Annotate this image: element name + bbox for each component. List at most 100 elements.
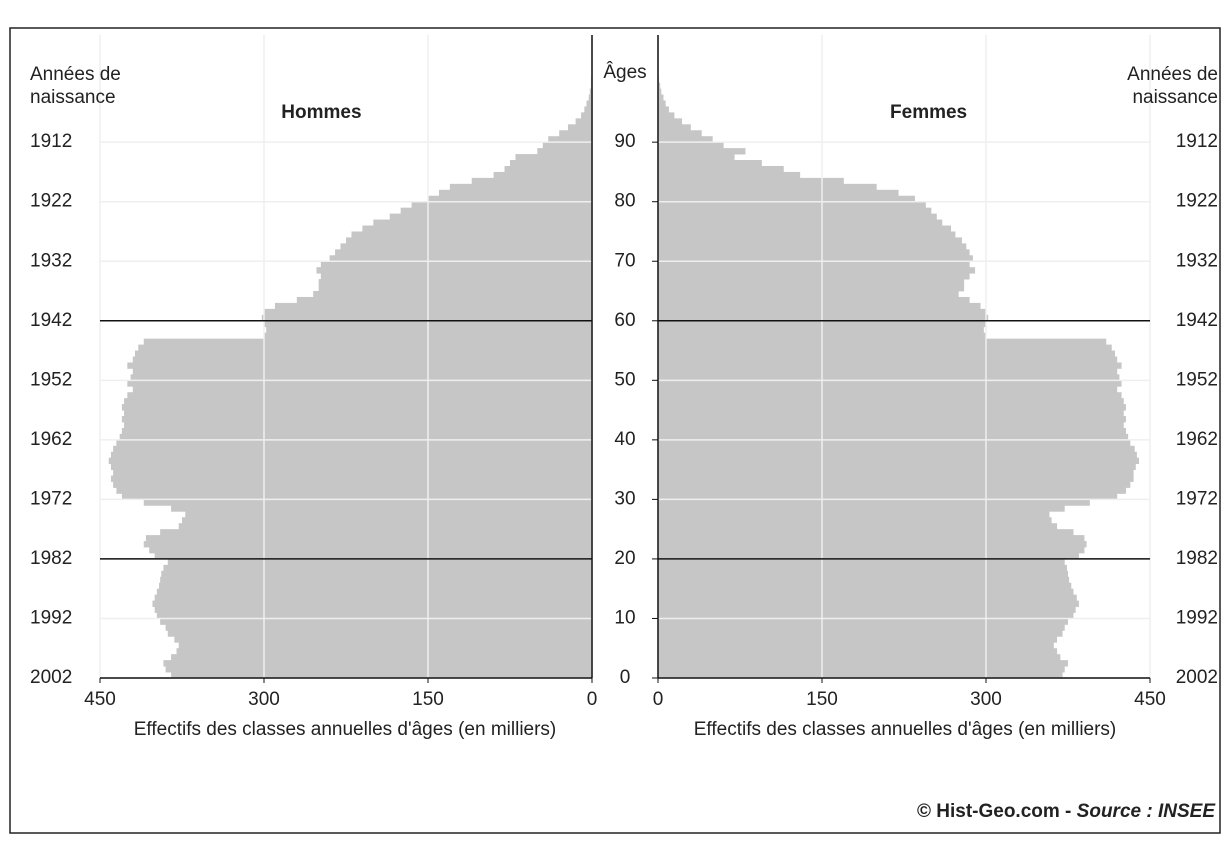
birth-year-label: 1992 [30, 607, 72, 628]
x-tick-label: 450 [1134, 689, 1166, 710]
bar [658, 255, 973, 262]
bar [127, 392, 592, 399]
bar [658, 511, 1050, 518]
bar [658, 165, 784, 173]
bar [143, 499, 592, 506]
bar [121, 493, 592, 500]
frame [9, 27, 1221, 834]
bar [134, 350, 592, 357]
bar [261, 314, 592, 322]
bar [266, 326, 592, 334]
bar [658, 421, 1124, 429]
bar [165, 666, 592, 673]
y-tick-label: 30 [614, 488, 635, 509]
bar [182, 517, 592, 524]
bar [346, 237, 592, 244]
bar [658, 445, 1135, 453]
bar [163, 564, 592, 572]
bar [658, 588, 1074, 596]
bar [124, 421, 592, 429]
bar [658, 207, 932, 215]
bar [567, 124, 592, 131]
bar [113, 445, 593, 453]
bar [658, 433, 1129, 441]
bar [145, 535, 593, 542]
bar [156, 588, 592, 596]
x-axis-title: Effectifs des classes annuelles d'âges (… [694, 719, 1117, 740]
x-tick-label: 300 [248, 689, 280, 710]
bar [127, 362, 592, 369]
bar [658, 243, 967, 250]
birth-year-label: 1952 [1176, 369, 1218, 390]
bar [658, 183, 877, 191]
bar [159, 582, 593, 590]
birth-year-label: 1992 [1176, 607, 1218, 628]
bars [108, 76, 1140, 679]
series-label: Femmes [890, 102, 967, 123]
bar [167, 630, 592, 637]
birth-year-label: 2002 [1176, 667, 1218, 688]
bar [658, 219, 943, 226]
bar [320, 261, 592, 268]
birth-year-label: 1982 [30, 548, 72, 569]
bar [658, 356, 1118, 363]
bar [658, 469, 1134, 476]
birth-year-label: 1922 [30, 191, 72, 212]
bar [658, 249, 970, 256]
credit: © Hist-Geo.com - Source : INSEE [917, 801, 1216, 822]
birth-year-label: 1962 [30, 429, 72, 450]
bar [174, 636, 592, 643]
bar [658, 570, 1068, 578]
bar [318, 279, 592, 286]
bar [149, 547, 592, 554]
bar [130, 374, 592, 381]
bar [658, 600, 1079, 607]
bar [658, 273, 970, 280]
bar [658, 642, 1054, 649]
bar [160, 529, 592, 536]
bar [110, 463, 592, 471]
bar [154, 594, 592, 602]
bar [108, 457, 592, 465]
bar [658, 380, 1122, 387]
bar [124, 398, 592, 405]
y-tick-label: 70 [614, 250, 635, 271]
bar [510, 160, 592, 167]
bar [318, 285, 592, 292]
bar [124, 410, 592, 417]
bar [658, 124, 691, 131]
bar [163, 660, 592, 667]
bar [658, 160, 762, 167]
bar [154, 552, 592, 560]
bar [658, 529, 1074, 536]
bar [658, 386, 1118, 393]
bar [362, 225, 592, 232]
bar [658, 326, 984, 334]
bar [658, 142, 724, 149]
bar [658, 106, 669, 113]
bar [165, 624, 592, 631]
birth-year-label: 1982 [1176, 548, 1218, 569]
y-tick-label: 0 [620, 667, 631, 688]
bar [389, 213, 592, 220]
bar [658, 261, 970, 268]
bar [658, 231, 956, 238]
bar [658, 660, 1068, 667]
birth-year-label: 1932 [30, 250, 72, 271]
bar [581, 112, 592, 119]
bar [589, 88, 592, 95]
bar [658, 493, 1118, 500]
bar [113, 469, 593, 476]
bar [658, 416, 1126, 423]
bar [548, 136, 592, 143]
bar [658, 558, 1065, 566]
bar [132, 386, 593, 393]
x-tick-label: 450 [84, 689, 116, 710]
bar [178, 523, 592, 530]
bar [658, 225, 952, 232]
x-tick-label: 0 [587, 689, 598, 710]
bar [658, 672, 1063, 679]
bar [143, 338, 592, 345]
bar [658, 195, 915, 203]
bar [658, 368, 1118, 375]
